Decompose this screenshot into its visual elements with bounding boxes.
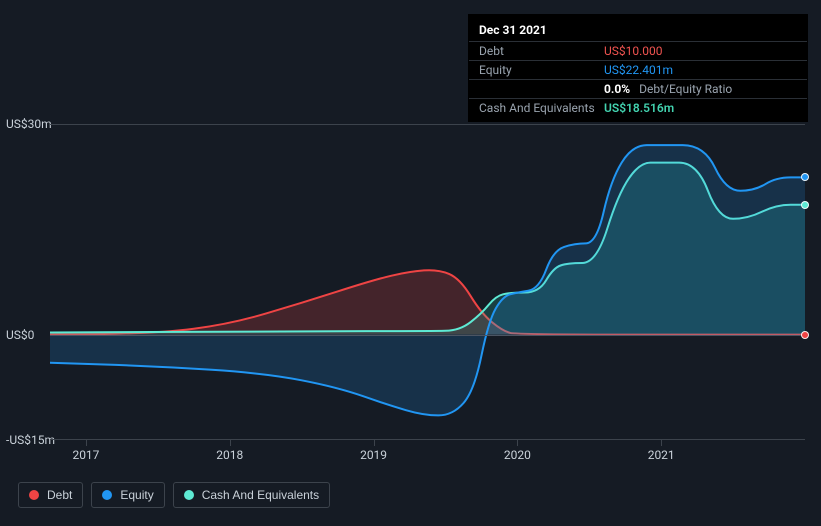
tooltip-row-label: Cash And Equivalents <box>479 101 604 115</box>
tooltip-row-label: Equity <box>479 63 604 77</box>
chart-container: Dec 31 2021 DebtUS$10.000EquityUS$22.401… <box>0 0 821 526</box>
chart-tooltip: Dec 31 2021 DebtUS$10.000EquityUS$22.401… <box>468 14 808 122</box>
legend-item[interactable]: Equity <box>91 482 164 508</box>
tooltip-row-value: 0.0% Debt/Equity Ratio <box>604 82 797 96</box>
legend-label: Cash And Equivalents <box>202 488 319 502</box>
y-axis-label: -US$15m <box>6 433 55 447</box>
x-axis-label: 2017 <box>72 448 99 462</box>
tooltip-row: 0.0% Debt/Equity Ratio <box>469 79 807 98</box>
x-axis-label: 2019 <box>360 448 387 462</box>
tooltip-row: EquityUS$22.401m <box>469 60 807 79</box>
series-end-marker <box>801 201 809 209</box>
series-end-marker <box>801 173 809 181</box>
legend-label: Debt <box>47 488 72 502</box>
x-axis-label: 2021 <box>648 448 675 462</box>
plot-surface[interactable] <box>50 124 805 440</box>
tooltip-row: DebtUS$10.000 <box>469 41 807 60</box>
y-axis-label: US$0 <box>6 328 34 342</box>
tooltip-row-value: US$18.516m <box>604 101 797 115</box>
legend-item[interactable]: Cash And Equivalents <box>173 482 330 508</box>
x-axis-label: 2018 <box>216 448 243 462</box>
x-axis-label: 2020 <box>504 448 531 462</box>
tooltip-row-value: US$22.401m <box>604 63 797 77</box>
tooltip-row-label <box>479 82 604 96</box>
tooltip-row: Cash And EquivalentsUS$18.516m <box>469 98 807 117</box>
legend-swatch-icon <box>184 490 194 500</box>
tooltip-date: Dec 31 2021 <box>469 19 807 41</box>
plot-svg <box>50 124 805 440</box>
tooltip-row-value: US$10.000 <box>604 44 797 58</box>
chart-legend: Debt Equity Cash And Equivalents <box>18 482 330 508</box>
x-axis: 2017 2018 2019 2020 2021 <box>50 440 805 468</box>
legend-swatch-icon <box>102 490 112 500</box>
legend-label: Equity <box>120 488 153 502</box>
y-axis-label: US$30m <box>6 117 52 131</box>
tooltip-row-label: Debt <box>479 44 604 58</box>
chart-plot-area: US$30mUS$0-US$15m <box>18 124 805 440</box>
legend-swatch-icon <box>29 490 39 500</box>
tooltip-rows: DebtUS$10.000EquityUS$22.401m0.0% Debt/E… <box>469 41 807 117</box>
legend-item[interactable]: Debt <box>18 482 83 508</box>
series-end-marker <box>801 331 809 339</box>
